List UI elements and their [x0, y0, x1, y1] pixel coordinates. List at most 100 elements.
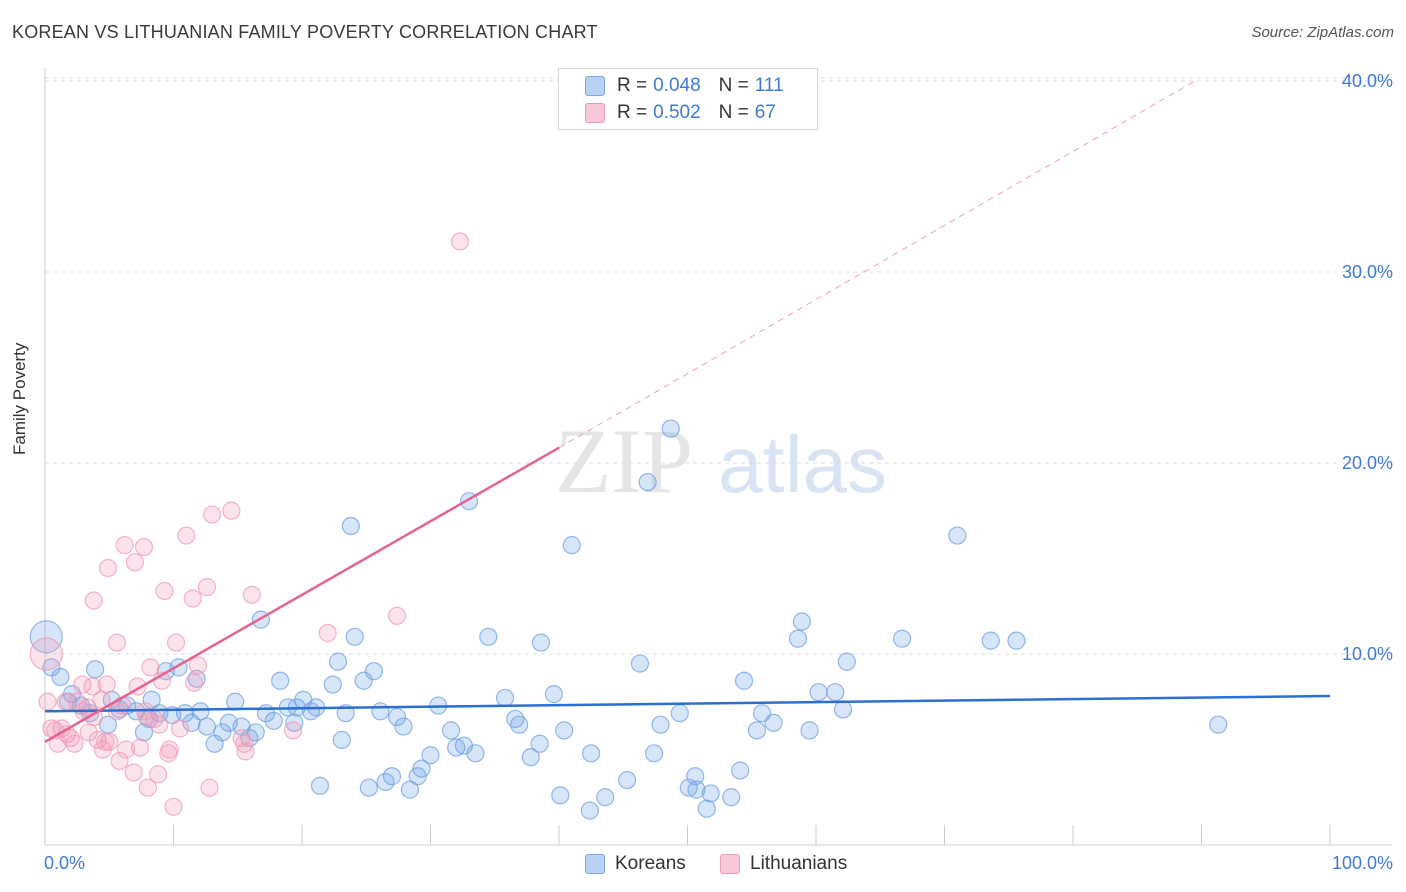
korean-point	[495, 688, 515, 708]
korean-point	[697, 799, 716, 818]
lithuanian-point	[116, 740, 136, 759]
lithuanian-point	[160, 740, 179, 759]
legend-swatch-lithuanians	[585, 103, 605, 123]
korean-point	[359, 778, 378, 797]
lithuanian-point	[200, 778, 219, 797]
korean-point	[580, 801, 599, 820]
bottom-legend-lithuanians: Lithuanians	[720, 851, 847, 877]
y-tick-label: 30.0%	[1342, 262, 1393, 282]
korean-point	[197, 717, 217, 736]
korean-point	[271, 671, 290, 690]
lithuanian-point	[318, 623, 337, 643]
korean-point	[792, 612, 811, 631]
y-tick-label: 40.0%	[1342, 71, 1393, 91]
legend-swatch-koreans	[585, 76, 605, 96]
lithuanian-point	[222, 501, 241, 520]
legend-r-value: 0.048	[653, 75, 701, 96]
korean-point	[479, 627, 498, 646]
korean-point	[412, 759, 431, 778]
lithuanian-point	[83, 677, 102, 696]
legend-row-koreans: R = 0.048 N = 111	[585, 74, 784, 98]
korean-point	[341, 516, 360, 536]
korean-point	[826, 683, 845, 702]
lithuanian-point	[100, 732, 119, 751]
korean-point	[948, 526, 967, 545]
korean-point	[400, 780, 420, 799]
korean-point	[788, 629, 808, 648]
lithuanian-point	[141, 658, 160, 677]
korean-point	[644, 744, 664, 763]
korean-point	[551, 786, 570, 805]
korean-point	[328, 652, 348, 671]
lithuanian-point	[115, 536, 134, 555]
korean-point	[466, 744, 485, 763]
lithuanian-point	[202, 505, 222, 524]
legend-r-label: R =	[617, 75, 648, 96]
y-tick-label: 20.0%	[1342, 453, 1393, 473]
lithuanian-point	[242, 585, 261, 604]
lithuanian-point	[130, 738, 150, 757]
korean-point	[345, 627, 364, 646]
korean-point	[213, 723, 232, 742]
lithuanian-point	[236, 742, 255, 761]
lithuanian-point	[110, 751, 129, 771]
korean-point	[618, 770, 637, 790]
korean-point	[51, 667, 70, 687]
lithuanian-point	[84, 591, 103, 610]
korean-point	[29, 620, 63, 654]
lithuanian-point	[235, 734, 254, 753]
korean-point	[555, 721, 574, 740]
korean-point	[582, 744, 601, 763]
lithuanian-point	[125, 553, 145, 572]
korean-point	[142, 690, 161, 709]
korean-point	[226, 692, 245, 711]
lithuanian-point	[387, 606, 407, 625]
lithuanian-point	[97, 675, 116, 694]
korean-point	[686, 767, 705, 786]
korean-point	[530, 734, 549, 753]
lithuanian-point	[65, 734, 84, 753]
lithuanian-point	[283, 721, 303, 740]
korean-point	[670, 704, 689, 723]
korean-point	[371, 702, 390, 721]
lithuanian-point	[29, 637, 63, 671]
lithuanian-point	[450, 232, 470, 251]
lithuanian-point	[183, 589, 202, 608]
lithuanian-point	[155, 581, 174, 601]
lithuanian-point	[177, 526, 196, 545]
lithuanian-point	[184, 673, 204, 692]
legend-n-value: 67	[754, 102, 776, 123]
korean-point	[981, 631, 1000, 650]
korean-point	[722, 788, 741, 807]
lithuanian-trend-line	[44, 446, 560, 743]
lithuanian-point	[164, 797, 183, 816]
legend-r-label: R =	[617, 102, 648, 123]
bottom-legend-label-koreans: Koreans	[615, 853, 686, 874]
legend-n-label: N =	[718, 75, 749, 96]
korean-point	[837, 652, 856, 671]
watermark-atlas: atlas	[718, 420, 887, 509]
korean-point	[310, 776, 330, 795]
lithuanian-point	[98, 558, 118, 578]
lithuanian-point	[124, 763, 143, 782]
korean-point	[394, 717, 413, 736]
korean-point	[364, 662, 384, 681]
legend-row-lithuanians: R = 0.502 N = 67	[585, 101, 776, 125]
korean-point	[521, 748, 540, 767]
korean-point	[701, 784, 720, 803]
korean-point	[651, 715, 670, 734]
korean-point	[86, 660, 105, 679]
x-tick-label-min: 0.0%	[44, 853, 85, 873]
korean-point	[1209, 715, 1228, 734]
watermark-zip: ZIP	[555, 410, 693, 512]
korean-point	[833, 700, 853, 719]
lithuanian-point	[188, 656, 208, 675]
korean-point	[734, 671, 754, 690]
lithuanian-point	[170, 719, 190, 738]
korean-point	[191, 702, 210, 721]
korean-trend-line	[44, 694, 1331, 713]
korean-point	[510, 715, 529, 734]
legend-n-label: N =	[718, 102, 749, 123]
korean-point	[332, 730, 351, 750]
